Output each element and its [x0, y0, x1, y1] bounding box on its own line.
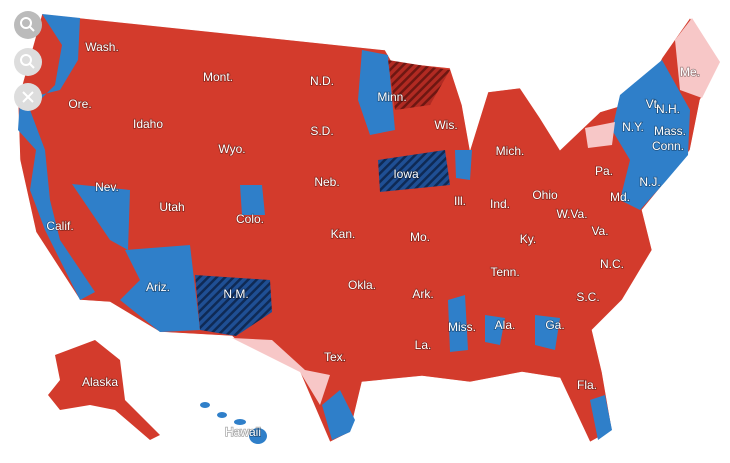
state-label: Ohio	[532, 188, 558, 202]
state-label: Ariz.	[146, 280, 170, 294]
state-label: Kan.	[331, 227, 356, 241]
pink-new-york	[585, 122, 615, 148]
state-label: Mont.	[203, 70, 233, 84]
zoom-in-button[interactable]	[14, 11, 42, 39]
state-label: N.H.	[656, 102, 680, 116]
state-label: Nev.	[95, 180, 119, 194]
reset-button[interactable]	[14, 83, 42, 111]
state-label: Ky.	[520, 232, 536, 246]
blue-nevada	[72, 184, 130, 250]
state-label: Va.	[591, 224, 608, 238]
blue-west-coast	[18, 14, 95, 300]
state-label: Mo.	[410, 230, 430, 244]
state-label: N.M.	[223, 287, 248, 301]
state-label: Alaska	[82, 375, 118, 389]
state-label: Pa.	[595, 164, 613, 178]
zoom-controls	[14, 11, 42, 111]
alaska	[48, 340, 160, 440]
state-label: Md.	[610, 190, 630, 204]
state-label: Ala.	[495, 318, 516, 332]
blue-florida	[590, 395, 612, 440]
state-label: Wash.	[85, 40, 119, 54]
hatched-iowa	[378, 150, 450, 192]
state-label: Okla.	[348, 278, 376, 292]
state-label: N.J.	[639, 175, 660, 189]
state-label: W.Va.	[556, 207, 587, 221]
state-labels: Wash. Mont. N.D. Minn. Me. Ore. Idaho S.D. Wis. V…	[46, 39, 701, 440]
hatched-minnesota	[388, 60, 450, 110]
pink-maine	[675, 18, 720, 98]
state-label: Ga.	[545, 318, 564, 332]
state-label: Mass.	[654, 124, 686, 138]
state-label: S.D.	[310, 124, 333, 138]
state-label: N.D.	[310, 74, 334, 88]
state-label: N.Y.	[622, 120, 644, 134]
state-label: Vt.	[646, 97, 661, 111]
state-label: Calif.	[46, 219, 73, 233]
blue-south-texas	[322, 390, 355, 440]
state-label: Ore.	[68, 97, 91, 111]
blue-arizona	[120, 245, 200, 332]
state-label: Utah	[159, 200, 184, 214]
state-label: N.C.	[600, 257, 624, 271]
contiguous-us	[17, 13, 721, 443]
blue-colorado	[240, 185, 265, 215]
state-label: Wis.	[434, 118, 457, 132]
pink-texas	[232, 338, 330, 405]
hawaii-island	[249, 428, 267, 444]
blue-chicago	[455, 150, 472, 180]
hawaii-island	[217, 412, 227, 418]
blue-northeast	[612, 60, 690, 210]
state-label: Tenn.	[490, 265, 519, 279]
blue-minnesota	[358, 50, 395, 135]
state-label: S.C.	[576, 290, 599, 304]
hawaii-island	[200, 402, 210, 408]
state-label: Fla.	[577, 378, 597, 392]
state-label: Tex.	[324, 350, 346, 364]
state-label: Neb.	[314, 175, 339, 189]
hawaii	[200, 402, 267, 444]
state-label: Hawaii	[225, 425, 261, 439]
blue-mississippi	[448, 295, 468, 352]
state-label: Conn.	[652, 139, 684, 153]
state-label: Minn.	[377, 90, 406, 104]
zoom-out-button[interactable]	[14, 48, 42, 76]
state-label: Me.	[680, 65, 700, 79]
blue-alabama	[485, 315, 505, 345]
state-label: Colo.	[236, 212, 264, 226]
state-label: Ark.	[412, 287, 433, 301]
blue-georgia	[535, 315, 560, 350]
state-label: La.	[415, 338, 432, 352]
state-label: Ill.	[454, 194, 466, 208]
state-label: Miss.	[448, 320, 476, 334]
state-label: Mich.	[496, 144, 525, 158]
state-label: Wyo.	[218, 142, 245, 156]
hawaii-island	[234, 419, 246, 425]
state-label: Idaho	[133, 117, 163, 131]
state-label: Ind.	[490, 197, 510, 211]
hatched-new-mexico	[195, 275, 272, 336]
state-label: Iowa	[393, 167, 419, 181]
